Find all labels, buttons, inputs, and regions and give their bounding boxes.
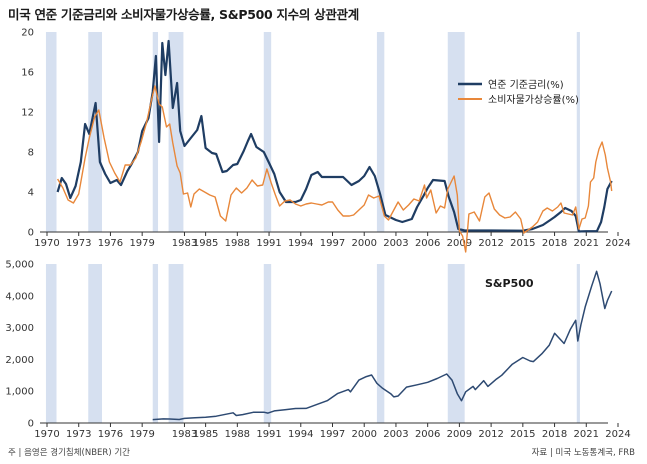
top-x-tick-label: 1976 bbox=[98, 238, 123, 249]
bot-x-tick-label: 1983 bbox=[172, 429, 197, 440]
bot-x-tick-label: 2003 bbox=[383, 429, 408, 440]
top-x-tick-label: 1983 bbox=[172, 238, 197, 249]
bot-x-tick-label: 1994 bbox=[288, 429, 313, 440]
bottom-series bbox=[152, 270, 613, 421]
bot-x-tick-label: 2015 bbox=[510, 429, 535, 440]
source-note: 자료 | 미국 노동통계국, FRB bbox=[531, 448, 635, 458]
bottom-recession-bands bbox=[45, 264, 580, 423]
bot-x-tick-label: 1985 bbox=[193, 429, 218, 440]
top-recession-band-1 bbox=[88, 32, 102, 232]
bot-x-tick-label: 2024 bbox=[605, 429, 630, 440]
top-x-tick-label: 2006 bbox=[415, 238, 440, 249]
top-x-tick-label: 1997 bbox=[320, 238, 345, 249]
top-y-tick-label: 4 bbox=[28, 188, 34, 199]
footnote: 주 | 음영은 경기침체(NBER) 기간 bbox=[8, 448, 130, 458]
bot-recession-band-2 bbox=[152, 264, 159, 423]
bot-x-tick-label: 1979 bbox=[129, 429, 154, 440]
top-series bbox=[56, 39, 613, 253]
top-x-tick-label: 1973 bbox=[66, 238, 91, 249]
bot-x-tick-label: 1970 bbox=[34, 429, 59, 440]
top-series-line-0 bbox=[56, 39, 613, 233]
bot-y-tick-label: 1,000 bbox=[5, 387, 34, 398]
top-recession-band-4 bbox=[263, 32, 272, 232]
bot-series-line-0 bbox=[152, 270, 613, 421]
bot-x-tick-label: 2006 bbox=[415, 429, 440, 440]
bot-recession-band-0 bbox=[45, 264, 57, 423]
top-recession-band-0 bbox=[45, 32, 57, 232]
bot-x-tick-label: 2021 bbox=[574, 429, 599, 440]
top-x-tick-label: 1979 bbox=[129, 238, 154, 249]
top-recession-band-2 bbox=[152, 32, 159, 232]
top-x-tick-label: 2000 bbox=[351, 238, 376, 249]
top-x-tick-label: 2003 bbox=[383, 238, 408, 249]
top-recession-band-5 bbox=[376, 32, 385, 232]
bot-x-tick-label: 1973 bbox=[66, 429, 91, 440]
top-x-tick-label: 2012 bbox=[478, 238, 503, 249]
bottom-y-axis: 0 1,000 2,000 3,000 4,000 5,000 bbox=[5, 260, 34, 430]
bot-x-tick-label: 2000 bbox=[351, 429, 376, 440]
top-x-tick-label: 1970 bbox=[34, 238, 59, 249]
bot-y-tick-label: 5,000 bbox=[5, 260, 34, 271]
bot-y-tick-label: 4,000 bbox=[5, 291, 34, 302]
top-x-tick-label: 1994 bbox=[288, 238, 313, 249]
top-series-line-1 bbox=[56, 85, 613, 253]
bot-x-tick-label: 2018 bbox=[542, 429, 567, 440]
bot-recession-band-6 bbox=[447, 264, 465, 423]
chart-title: 미국 연준 기준금리와 소비자물가상승률, S&P500 지수의 상관관계 bbox=[8, 7, 359, 22]
bot-x-tick-label: 1988 bbox=[225, 429, 250, 440]
bot-x-tick-label: 1997 bbox=[320, 429, 345, 440]
top-y-tick-label: 16 bbox=[21, 68, 34, 79]
bot-recession-band-1 bbox=[88, 264, 102, 423]
bot-y-tick-label: 0 bbox=[28, 419, 34, 430]
bot-x-tick-label: 1991 bbox=[256, 429, 281, 440]
top-x-tick-label: 1988 bbox=[225, 238, 250, 249]
bot-x-tick-label: 1976 bbox=[98, 429, 123, 440]
top-x-tick-label: 2021 bbox=[574, 238, 599, 249]
top-y-tick-label: 20 bbox=[21, 28, 34, 39]
bot-recession-band-4 bbox=[263, 264, 272, 423]
legend-cpi-label: 소비자물가상승률(%) bbox=[488, 94, 579, 106]
bot-recession-band-7 bbox=[576, 264, 580, 423]
top-x-tick-label: 1991 bbox=[256, 238, 281, 249]
top-recession-bands bbox=[45, 32, 580, 232]
top-recession-band-6 bbox=[447, 32, 465, 232]
top-y-axis: 0 4 8 12 16 20 bbox=[21, 28, 34, 239]
bot-recession-band-5 bbox=[376, 264, 385, 423]
top-y-tick-label: 8 bbox=[28, 148, 34, 159]
legend: 연준 기준금리(%) 소비자물가상승률(%) bbox=[458, 79, 579, 106]
sp500-label: S&P500 bbox=[485, 277, 534, 290]
legend-rate-label: 연준 기준금리(%) bbox=[488, 79, 564, 91]
top-y-tick-label: 0 bbox=[28, 228, 34, 239]
bot-y-tick-label: 2,000 bbox=[5, 355, 34, 366]
top-x-tick-label: 1985 bbox=[193, 238, 218, 249]
bot-y-tick-label: 3,000 bbox=[5, 323, 34, 334]
top-x-tick-label: 2015 bbox=[510, 238, 535, 249]
top-x-tick-label: 2018 bbox=[542, 238, 567, 249]
bot-x-tick-label: 2012 bbox=[478, 429, 503, 440]
bot-x-tick-label: 2009 bbox=[447, 429, 472, 440]
top-recession-band-7 bbox=[576, 32, 580, 232]
top-y-tick-label: 12 bbox=[21, 108, 34, 119]
top-recession-band-3 bbox=[168, 32, 184, 232]
top-x-tick-label: 2024 bbox=[605, 238, 630, 249]
top-x-tick-label: 2009 bbox=[447, 238, 472, 249]
bot-recession-band-3 bbox=[168, 264, 184, 423]
